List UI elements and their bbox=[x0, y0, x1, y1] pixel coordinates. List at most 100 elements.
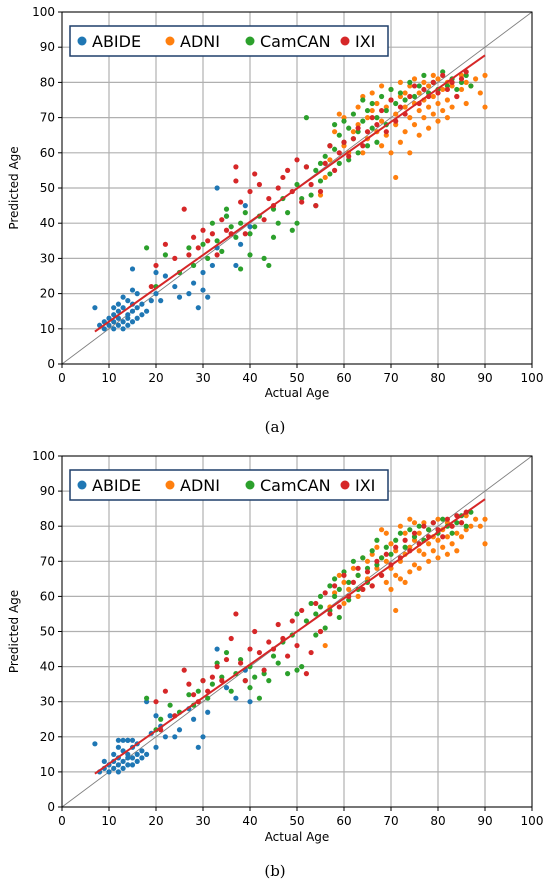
x-axis-label: Actual Age bbox=[265, 830, 330, 844]
point-adni bbox=[393, 607, 399, 614]
y-tick-label: 0 bbox=[47, 800, 55, 814]
point-abide bbox=[129, 737, 136, 743]
point-ixi bbox=[223, 656, 230, 663]
point-camcan bbox=[426, 527, 432, 533]
point-camcan bbox=[397, 530, 403, 536]
legend-label-abide: ABIDE bbox=[92, 476, 141, 495]
point-adni bbox=[402, 129, 408, 135]
point-camcan bbox=[252, 674, 258, 680]
point-camcan bbox=[350, 111, 356, 117]
x-tick-label: 90 bbox=[477, 371, 492, 385]
point-adni bbox=[430, 93, 436, 100]
legend-marker-ixi bbox=[340, 480, 350, 490]
point-adni bbox=[322, 174, 328, 181]
point-camcan bbox=[308, 600, 314, 607]
point-ixi bbox=[393, 544, 399, 550]
point-abide bbox=[148, 298, 154, 304]
point-adni bbox=[411, 122, 418, 128]
point-camcan bbox=[144, 245, 150, 251]
point-abide bbox=[120, 737, 126, 743]
point-camcan bbox=[247, 252, 253, 258]
point-adni bbox=[341, 579, 347, 585]
point-adni bbox=[355, 104, 361, 110]
point-camcan bbox=[223, 206, 230, 212]
point-abide bbox=[101, 758, 107, 764]
point-camcan bbox=[407, 79, 413, 85]
point-camcan bbox=[167, 702, 173, 708]
point-abide bbox=[111, 326, 117, 332]
point-ixi bbox=[186, 681, 192, 687]
point-adni bbox=[397, 79, 403, 85]
point-adni bbox=[444, 534, 450, 540]
point-camcan bbox=[374, 115, 380, 121]
point-ixi bbox=[247, 646, 253, 652]
point-adni bbox=[407, 516, 413, 522]
legend-marker-ixi bbox=[340, 36, 350, 46]
y-tick-label: 10 bbox=[40, 322, 55, 336]
point-adni bbox=[482, 104, 488, 110]
point-camcan bbox=[162, 252, 168, 258]
point-adni bbox=[374, 544, 380, 550]
point-ixi bbox=[172, 255, 178, 261]
point-abide bbox=[125, 322, 131, 328]
point-ixi bbox=[242, 231, 248, 237]
point-ixi bbox=[214, 252, 220, 258]
point-abide bbox=[120, 319, 126, 325]
point-abide bbox=[134, 751, 140, 757]
point-ixi bbox=[261, 217, 267, 223]
point-camcan bbox=[322, 625, 328, 631]
point-adni bbox=[379, 527, 385, 533]
point-abide bbox=[111, 319, 117, 325]
point-ixi bbox=[256, 181, 262, 188]
point-camcan bbox=[195, 688, 201, 694]
regression-line-path bbox=[94, 498, 486, 775]
point-camcan bbox=[294, 667, 300, 673]
point-adni bbox=[388, 150, 394, 156]
point-camcan bbox=[397, 90, 403, 96]
point-camcan bbox=[463, 523, 469, 529]
point-ixi bbox=[219, 217, 225, 223]
point-abide bbox=[153, 269, 159, 276]
point-abide bbox=[115, 762, 121, 768]
point-camcan bbox=[317, 178, 324, 184]
point-camcan bbox=[247, 685, 253, 691]
legend-label-abide: ABIDE bbox=[92, 32, 141, 51]
point-ixi bbox=[256, 649, 262, 656]
point-ixi bbox=[219, 678, 225, 684]
point-adni bbox=[458, 534, 465, 540]
point-adni bbox=[383, 579, 389, 585]
point-ixi bbox=[350, 579, 356, 585]
point-ixi bbox=[266, 195, 272, 202]
legend-label-ixi: IXI bbox=[355, 32, 375, 51]
point-abide bbox=[106, 769, 112, 775]
x-tick-label: 70 bbox=[383, 814, 398, 828]
point-adni bbox=[449, 104, 455, 110]
point-abide bbox=[176, 294, 183, 300]
point-adni bbox=[416, 132, 422, 138]
y-tick-label: 100 bbox=[32, 5, 55, 19]
point-camcan bbox=[261, 255, 267, 261]
y-tick-label: 10 bbox=[40, 765, 55, 779]
point-abide bbox=[172, 283, 178, 290]
y-tick-label: 100 bbox=[32, 449, 55, 463]
point-abide bbox=[115, 744, 121, 750]
point-ixi bbox=[430, 79, 436, 85]
point-ixi bbox=[364, 129, 371, 135]
point-ixi bbox=[411, 530, 418, 536]
point-ixi bbox=[341, 139, 347, 145]
point-camcan bbox=[144, 695, 150, 701]
point-camcan bbox=[228, 688, 234, 694]
point-camcan bbox=[360, 555, 366, 561]
point-adni bbox=[407, 115, 413, 121]
point-camcan bbox=[238, 220, 244, 226]
point-adni bbox=[374, 100, 380, 107]
point-adni bbox=[416, 90, 422, 96]
point-ixi bbox=[153, 699, 159, 705]
point-abide bbox=[167, 713, 173, 719]
y-tick-label: 90 bbox=[40, 484, 55, 498]
point-abide bbox=[111, 312, 117, 318]
point-ixi bbox=[205, 238, 211, 244]
point-adni bbox=[397, 576, 403, 582]
point-camcan bbox=[327, 583, 333, 589]
point-adni bbox=[426, 125, 432, 131]
